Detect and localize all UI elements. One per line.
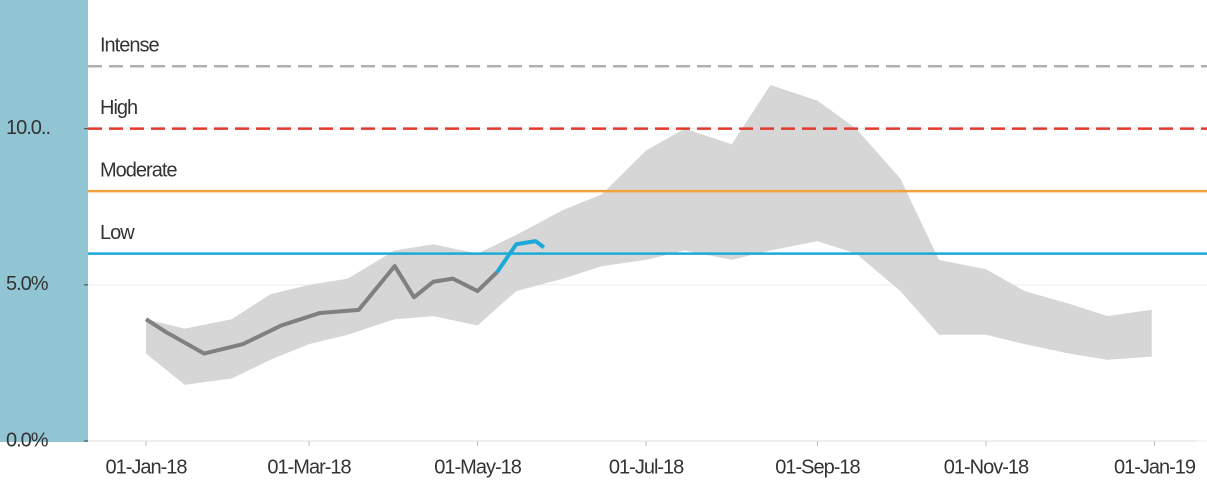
x-tick-label: 01-Sep-18 xyxy=(775,456,860,478)
y-tick-label: 0.0% xyxy=(6,429,49,451)
x-tick-label: 01-Mar-18 xyxy=(267,456,351,478)
y-tick-label: 10.0.. xyxy=(6,117,50,139)
threshold-label: Low xyxy=(100,222,135,244)
threshold-label: High xyxy=(100,97,137,119)
x-tick-label: 01-Jul-18 xyxy=(609,456,684,478)
y-tick-label: 5.0% xyxy=(6,273,49,295)
threshold-label: Intense xyxy=(100,34,159,56)
x-tick-label: 01-Nov-18 xyxy=(944,456,1029,478)
x-tick-label: 01-Jan-18 xyxy=(105,456,187,478)
x-tick-label: 01-May-18 xyxy=(434,456,521,478)
y-axis-panel xyxy=(0,0,88,442)
series-line xyxy=(144,264,499,356)
series-line xyxy=(495,239,546,274)
range-band xyxy=(146,84,1152,385)
x-tick-label: 01-Jan-19 xyxy=(1114,456,1196,478)
threshold-label: Moderate xyxy=(100,159,177,181)
